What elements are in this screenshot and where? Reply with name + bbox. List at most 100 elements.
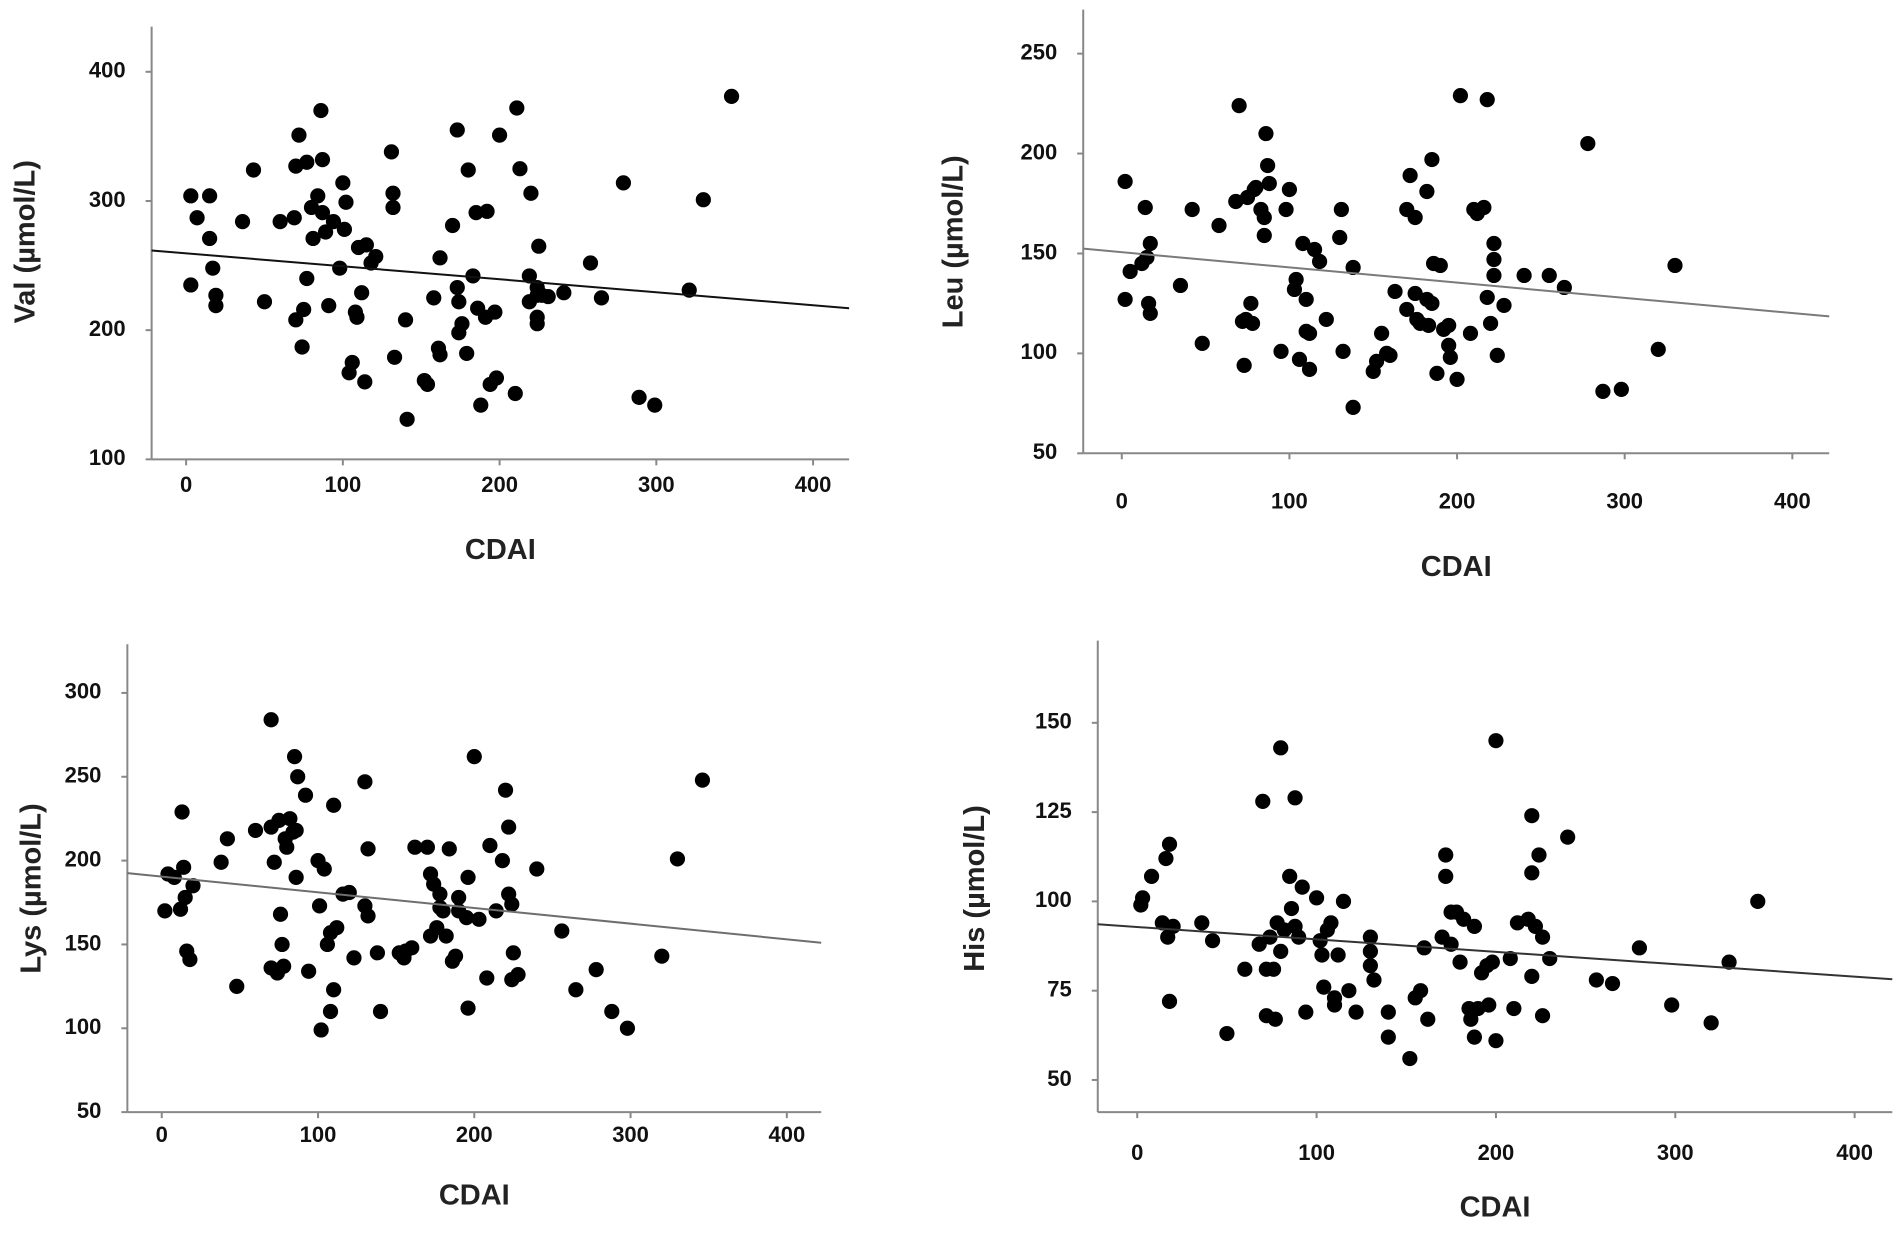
data-point <box>1291 351 1308 367</box>
data-point <box>1380 1004 1396 1020</box>
data-point <box>205 260 221 276</box>
y-tick-label: 300 <box>89 187 126 212</box>
fit-line <box>1097 923 1893 981</box>
data-point <box>432 886 448 902</box>
data-point <box>1332 229 1348 246</box>
data-point <box>1419 183 1435 200</box>
data-point <box>1318 311 1334 328</box>
y-tick-label: 100 <box>89 445 126 470</box>
data-point <box>1441 337 1457 353</box>
y-tick-label: 75 <box>1047 976 1071 1001</box>
data-point <box>157 903 173 919</box>
data-point <box>523 185 539 201</box>
x-tick-label: 200 <box>456 1122 493 1147</box>
data-point <box>185 878 201 894</box>
data-point <box>473 397 489 413</box>
data-point <box>183 188 199 204</box>
data-point <box>335 175 351 191</box>
data-point <box>593 290 610 306</box>
data-point <box>1476 199 1492 216</box>
data-point <box>1534 929 1551 945</box>
data-point <box>1387 283 1403 300</box>
data-point <box>326 982 342 998</box>
data-point <box>1402 167 1418 184</box>
data-point <box>1255 793 1271 809</box>
data-point <box>554 923 570 939</box>
data-point <box>1486 235 1502 252</box>
x-tick-label: 100 <box>1298 1140 1335 1165</box>
data-point <box>466 749 482 765</box>
data-point <box>1194 335 1210 351</box>
x-tick-label: 300 <box>1657 1140 1694 1165</box>
data-point <box>1291 929 1307 945</box>
data-point <box>272 214 288 230</box>
data-point <box>1382 347 1398 363</box>
data-point <box>325 214 342 230</box>
data-point <box>1531 847 1547 863</box>
data-point <box>1462 325 1479 342</box>
data-point <box>1143 868 1160 884</box>
data-point <box>1362 943 1378 959</box>
data-point <box>272 906 289 922</box>
data-point <box>1243 295 1259 312</box>
data-point <box>1604 975 1621 992</box>
data-point <box>426 290 442 306</box>
data-point <box>419 839 436 855</box>
data-point <box>1117 173 1133 190</box>
data-point <box>432 250 448 266</box>
data-point <box>1402 1050 1418 1067</box>
data-point <box>1273 740 1289 756</box>
data-point <box>1484 954 1500 970</box>
data-point <box>447 948 464 964</box>
data-point <box>296 301 312 318</box>
data-point <box>313 102 329 119</box>
data-point <box>183 277 199 293</box>
data-point <box>1256 209 1272 226</box>
x-tick-label: 0 <box>156 1122 168 1147</box>
data-point <box>1496 297 1512 314</box>
data-point <box>1211 217 1227 234</box>
data-point <box>1479 289 1495 306</box>
data-point <box>1449 371 1465 387</box>
data-point <box>435 903 451 919</box>
x-tick-label: 100 <box>1271 489 1308 514</box>
data-point <box>512 161 528 177</box>
data-point <box>1267 1011 1283 1027</box>
y-tick-label: 300 <box>65 679 102 704</box>
data-point <box>332 260 348 276</box>
y-tick-label: 50 <box>1033 439 1057 464</box>
data-point <box>1308 890 1325 906</box>
data-point <box>556 285 572 301</box>
data-point <box>305 230 321 247</box>
data-point <box>1345 259 1361 276</box>
data-point <box>432 347 448 363</box>
data-point <box>1335 893 1352 909</box>
data-point <box>1172 277 1189 294</box>
data-point <box>1265 961 1282 977</box>
y-tick-label: 250 <box>1020 39 1057 64</box>
data-point <box>349 309 365 325</box>
data-point <box>1420 317 1437 334</box>
data-point <box>360 841 376 857</box>
data-point <box>1542 950 1558 967</box>
data-point <box>1432 257 1448 274</box>
data-point <box>247 822 264 839</box>
data-point <box>1298 291 1314 308</box>
data-point <box>1452 88 1469 104</box>
data-point <box>1438 868 1454 884</box>
data-point <box>1301 325 1318 342</box>
data-point <box>479 970 495 986</box>
data-point <box>326 797 342 813</box>
data-point <box>314 152 331 168</box>
data-point <box>460 1000 476 1016</box>
data-point <box>654 948 670 964</box>
data-point <box>176 859 192 875</box>
y-tick-label: 50 <box>1047 1066 1071 1091</box>
data-point <box>1165 918 1181 934</box>
data-point <box>491 127 508 143</box>
data-point <box>288 312 304 328</box>
data-point <box>419 376 436 393</box>
data-point <box>1463 1011 1479 1027</box>
x-tick-label: 400 <box>1836 1140 1873 1165</box>
